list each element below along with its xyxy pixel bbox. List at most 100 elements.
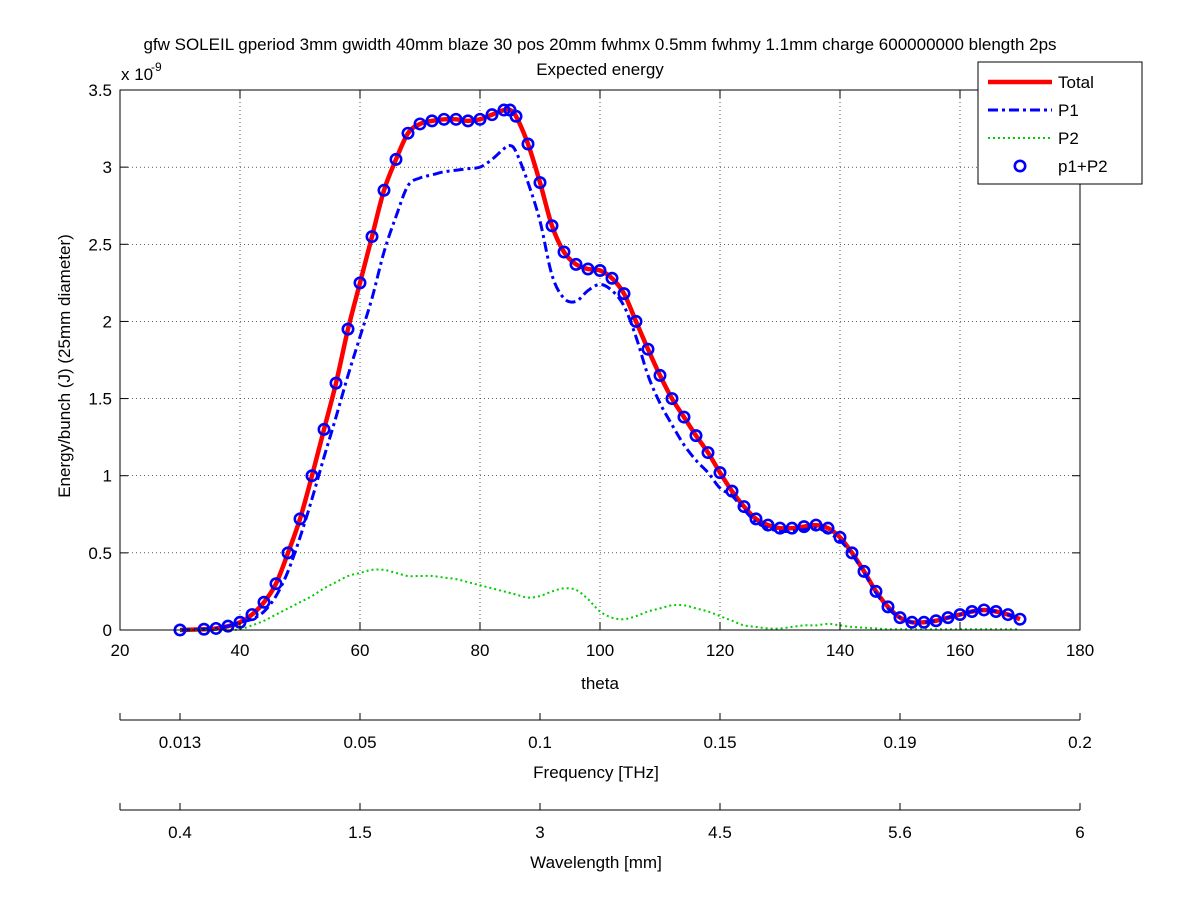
marker-p1-p2 bbox=[677, 410, 691, 424]
y-tick-label: 0.5 bbox=[88, 544, 112, 563]
legend-marker-p1-p2 bbox=[1013, 159, 1027, 173]
secondary-axes: 0.013 0.05 0.1 0.15 0.19 0.2 Frequency [THz] 0.… bbox=[119, 713, 1092, 872]
marker-p1-p2 bbox=[473, 112, 487, 126]
marker-p1-p2 bbox=[401, 126, 415, 140]
x-axis-label: theta bbox=[581, 674, 619, 693]
x-tick-label: 80 bbox=[471, 641, 490, 660]
x-tick-label: 160 bbox=[946, 641, 974, 660]
marker-p1-p2 bbox=[569, 257, 583, 271]
x-tick-label: 180 bbox=[1066, 641, 1094, 660]
marker-p1-p2 bbox=[701, 446, 715, 460]
marker-p1-p2 bbox=[881, 600, 895, 614]
series-line-p1 bbox=[179, 143, 1021, 632]
marker-p1-p2 bbox=[893, 611, 907, 625]
marker-p1-p2 bbox=[521, 137, 535, 151]
marker-p1-p2 bbox=[389, 152, 403, 166]
legend-label-p1: P1 bbox=[1058, 101, 1079, 120]
y-tick-label: 2 bbox=[103, 312, 112, 331]
chart-title-line2: Expected energy bbox=[536, 60, 664, 79]
grid-lines bbox=[120, 90, 1080, 630]
marker-p1-p2 bbox=[1001, 608, 1015, 622]
marker-p1-p2 bbox=[557, 245, 571, 259]
marker-p1-p2 bbox=[365, 230, 379, 244]
secondary-tick-label: 0.19 bbox=[883, 733, 916, 752]
marker-p1-p2 bbox=[809, 518, 823, 532]
marker-p1-p2 bbox=[821, 521, 835, 535]
secondary-tick-label: 6 bbox=[1075, 823, 1084, 842]
y-tick-label: 3 bbox=[103, 158, 112, 177]
secondary-axis-label: Frequency [THz] bbox=[533, 763, 659, 782]
marker-p1-p2 bbox=[713, 466, 727, 480]
marker-p1-p2 bbox=[449, 112, 463, 126]
secondary-tick-label: 0.15 bbox=[703, 733, 736, 752]
secondary-axis-label: Wavelength [mm] bbox=[530, 853, 662, 872]
marker-p1-p2 bbox=[353, 276, 367, 290]
marker-p1-p2 bbox=[305, 469, 319, 483]
y-exponent-power: -9 bbox=[151, 60, 162, 74]
y-tick-label: 1 bbox=[103, 467, 112, 486]
marker-p1-p2 bbox=[833, 530, 847, 544]
secondary-tick-label: 0.4 bbox=[168, 823, 192, 842]
marker-p1-p2 bbox=[341, 322, 355, 336]
marker-p1-p2 bbox=[689, 429, 703, 443]
marker-p1-p2 bbox=[641, 342, 655, 356]
series-line-p2 bbox=[180, 568, 1020, 632]
marker-p1-p2 bbox=[281, 546, 295, 560]
marker-p1-p2 bbox=[953, 608, 967, 622]
secondary-tick-label: 0.013 bbox=[159, 733, 202, 752]
marker-p1-p2 bbox=[269, 577, 283, 591]
marker-p1-p2 bbox=[749, 512, 763, 526]
marker-p1-p2 bbox=[941, 611, 955, 625]
marker-p1-p2 bbox=[605, 271, 619, 285]
secondary-tick-label: 1.5 bbox=[348, 823, 372, 842]
marker-p1-p2 bbox=[245, 608, 259, 622]
y-tick-label: 3.5 bbox=[88, 81, 112, 100]
secondary-tick-label: 0.05 bbox=[343, 733, 376, 752]
marker-p1-p2 bbox=[413, 117, 427, 131]
secondary-tick-label: 3 bbox=[535, 823, 544, 842]
marker-p1-p2 bbox=[461, 114, 475, 128]
marker-p1-p2 bbox=[629, 314, 643, 328]
y-tick-label: 2.5 bbox=[88, 235, 112, 254]
marker-p1-p2 bbox=[869, 584, 883, 598]
marker-p1-p2 bbox=[857, 564, 871, 578]
marker-p1-p2 bbox=[929, 614, 943, 628]
marker-p1-p2 bbox=[725, 484, 739, 498]
legend-label-p2: P2 bbox=[1058, 129, 1079, 148]
legend-label-p1-p2: p1+P2 bbox=[1058, 157, 1108, 176]
y-tick-label: 1.5 bbox=[88, 390, 112, 409]
y-exponent-base: x 10 bbox=[121, 65, 153, 84]
secondary-tick-label: 4.5 bbox=[708, 823, 732, 842]
marker-p1-p2 bbox=[593, 264, 607, 278]
marker-p1-p2 bbox=[329, 376, 343, 390]
marker-p1-p2 bbox=[377, 183, 391, 197]
marker-p1-p2 bbox=[989, 604, 1003, 618]
secondary-tick-label: 5.6 bbox=[888, 823, 912, 842]
marker-p1-p2 bbox=[425, 114, 439, 128]
x-tick-label: 60 bbox=[351, 641, 370, 660]
x-tick-label: 20 bbox=[111, 641, 130, 660]
marker-p1-p2 bbox=[581, 262, 595, 276]
marker-p1-p2 bbox=[485, 108, 499, 122]
marker-p1-p2 bbox=[437, 112, 451, 126]
x-tick-label: 140 bbox=[826, 641, 854, 660]
marker-p1-p2 bbox=[197, 622, 211, 636]
marker-p1-p2 bbox=[917, 615, 931, 629]
marker-p1-p2 bbox=[509, 109, 523, 123]
marker-p1-p2 bbox=[221, 619, 235, 633]
marker-p1-p2 bbox=[1013, 612, 1027, 626]
marker-p1-p2 bbox=[497, 103, 511, 117]
marker-p1-p2 bbox=[293, 512, 307, 526]
marker-p1-p2 bbox=[533, 176, 547, 190]
secondary-tick-label: 0.1 bbox=[528, 733, 552, 752]
marker-p1-p2 bbox=[617, 287, 631, 301]
series-layer bbox=[173, 103, 1027, 637]
legend-label-total: Total bbox=[1058, 73, 1094, 92]
marker-p1-p2 bbox=[797, 520, 811, 534]
secondary-tick-label: 0.2 bbox=[1068, 733, 1092, 752]
x-tick-label: 40 bbox=[231, 641, 250, 660]
chart-title-line1: gfw SOLEIL gperiod 3mm gwidth 40mm blaze… bbox=[143, 35, 1056, 54]
marker-p1-p2 bbox=[905, 615, 919, 629]
marker-p1-p2 bbox=[317, 422, 331, 436]
